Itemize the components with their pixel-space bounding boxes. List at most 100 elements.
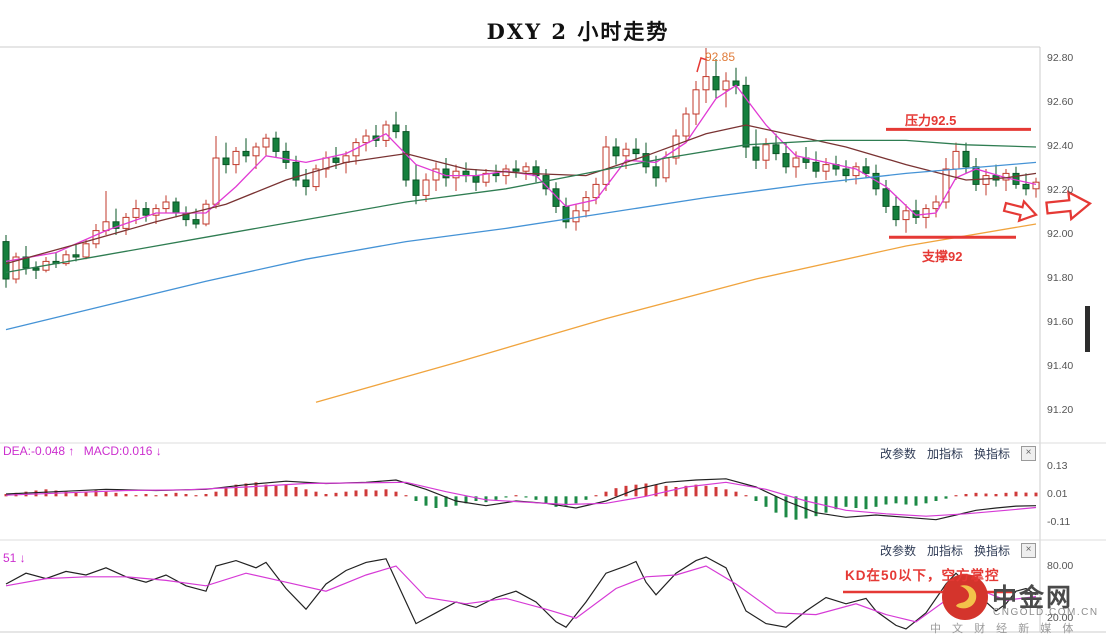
scrollbar-thumb[interactable] xyxy=(1085,306,1090,352)
macd-axis-label: 0.13 xyxy=(1047,460,1068,472)
price-axis-label: 91.60 xyxy=(1047,316,1074,328)
candle xyxy=(252,146,260,157)
candle xyxy=(872,172,880,190)
candle xyxy=(302,179,310,188)
macd-switch-indicator-button[interactable]: 换指标 xyxy=(974,447,1011,461)
candle xyxy=(832,164,840,170)
candle xyxy=(862,166,870,174)
kdj-switch-indicator-button[interactable]: 换指标 xyxy=(974,544,1011,558)
macd-axis-label: -0.11 xyxy=(1047,516,1071,528)
candle xyxy=(572,210,580,223)
kdj-header: 51 ↓ xyxy=(3,551,32,565)
resistance-label: 压力92.5 xyxy=(905,113,957,128)
candle xyxy=(262,137,270,148)
candlesticks xyxy=(2,48,1040,288)
candle xyxy=(172,201,180,214)
candle xyxy=(552,188,560,207)
macd-change-params-button[interactable]: 改参数 xyxy=(880,447,917,461)
candle xyxy=(772,144,780,155)
peak-price-label: 92.85 xyxy=(705,50,736,64)
candle xyxy=(132,208,140,218)
candle xyxy=(622,148,630,157)
candle xyxy=(842,168,850,177)
macd-toolbar: 改参数 加指标 换指标 xyxy=(880,445,1037,462)
candle xyxy=(542,175,550,190)
macd-axis-label: 0.01 xyxy=(1047,488,1068,500)
candle xyxy=(1002,172,1010,181)
candle xyxy=(342,155,350,163)
candle xyxy=(2,241,10,280)
candle xyxy=(222,157,230,166)
candle xyxy=(312,168,320,188)
candle xyxy=(682,113,690,137)
candle xyxy=(72,254,80,258)
candle xyxy=(962,150,970,168)
candle xyxy=(482,172,490,183)
candle xyxy=(612,146,620,157)
candle xyxy=(362,135,370,144)
candle xyxy=(812,161,820,172)
candle xyxy=(892,205,900,221)
support-label: 支撑92 xyxy=(922,249,963,264)
candle xyxy=(1032,181,1040,190)
candle xyxy=(752,146,760,161)
candle xyxy=(432,168,440,181)
candle xyxy=(952,150,960,170)
macd-dea-value: DEA:-0.048 ↑ xyxy=(3,444,75,458)
kdj-axis-label: 80.00 xyxy=(1047,560,1074,572)
candle xyxy=(382,124,390,141)
macd-header: DEA:-0.048 ↑ MACD:0.016 ↓ xyxy=(3,444,168,458)
price-axis-label: 91.80 xyxy=(1047,272,1074,284)
candle xyxy=(152,208,160,216)
kdj-close-icon[interactable] xyxy=(1021,543,1037,558)
candle xyxy=(22,256,30,269)
macd-close-icon[interactable] xyxy=(1021,446,1037,461)
candle xyxy=(632,148,640,155)
candle xyxy=(662,157,670,179)
price-axis-label: 91.20 xyxy=(1047,404,1074,416)
candle xyxy=(32,267,40,271)
candle xyxy=(372,135,380,141)
kdj-change-params-button[interactable]: 改参数 xyxy=(880,544,917,558)
trend-arrow-icon xyxy=(1002,199,1038,223)
candle xyxy=(232,150,240,166)
candle xyxy=(982,175,990,185)
ma-line-mid-maroon xyxy=(5,124,1037,265)
kdj-toolbar: 改参数 加指标 换指标 xyxy=(880,542,1037,559)
candle xyxy=(412,179,420,196)
candle xyxy=(932,201,940,210)
candle xyxy=(332,157,340,163)
macd-macd-value: MACD:0.016 ↓ xyxy=(83,444,162,458)
candle xyxy=(922,208,930,218)
candle xyxy=(902,210,910,221)
price-axis-label: 92.60 xyxy=(1047,96,1074,108)
candle xyxy=(912,210,920,218)
ma-line-fast-magenta xyxy=(5,84,1037,263)
candle xyxy=(182,212,190,221)
candle xyxy=(522,166,530,172)
kdj-axis-label: 20.00 xyxy=(1047,612,1074,624)
candle xyxy=(392,124,400,133)
candle xyxy=(282,150,290,163)
candle xyxy=(202,203,210,225)
candle xyxy=(352,142,360,157)
candle xyxy=(712,76,720,91)
page-title: DXY 2 小时走势 xyxy=(486,19,670,44)
candle xyxy=(142,208,150,216)
kdj-add-indicator-button[interactable]: 加指标 xyxy=(927,544,964,558)
price-axis-label: 91.40 xyxy=(1047,360,1074,372)
candle xyxy=(1012,172,1020,185)
candle xyxy=(762,144,770,161)
macd-histogram xyxy=(4,482,1038,520)
candle xyxy=(472,175,480,183)
candle xyxy=(992,175,1000,181)
price-axis-label: 92.40 xyxy=(1047,140,1074,152)
macd-add-indicator-button[interactable]: 加指标 xyxy=(927,447,964,461)
candle xyxy=(422,179,430,196)
candle xyxy=(212,157,220,205)
candle xyxy=(562,205,570,223)
candle xyxy=(102,221,110,232)
candle xyxy=(782,153,790,168)
ma-line-slow-green xyxy=(5,139,1037,274)
candle xyxy=(322,157,330,170)
